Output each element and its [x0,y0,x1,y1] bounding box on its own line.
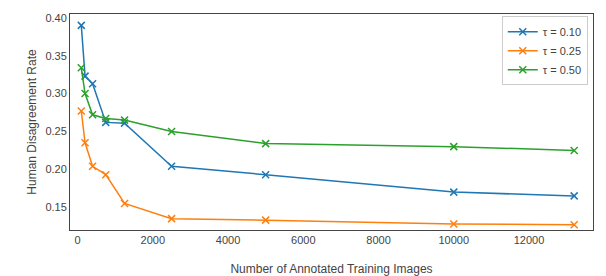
svg-text:0.15: 0.15 [45,201,66,213]
svg-text:4000: 4000 [216,234,240,246]
svg-text:12000: 12000 [514,234,545,246]
svg-text:τ = 0.25: τ = 0.25 [543,45,581,57]
svg-text:6000: 6000 [291,234,315,246]
svg-text:τ = 0.10: τ = 0.10 [543,26,581,38]
svg-text:Number of Annotated Training I: Number of Annotated Training Images [230,262,432,276]
svg-text:0: 0 [74,234,80,246]
svg-text:8000: 8000 [366,234,390,246]
svg-text:0.35: 0.35 [45,50,66,62]
svg-text:10000: 10000 [438,234,469,246]
svg-text:0.25: 0.25 [45,125,66,137]
svg-text:0.40: 0.40 [45,12,66,24]
svg-text:0.30: 0.30 [45,87,66,99]
svg-text:τ = 0.50: τ = 0.50 [543,64,581,76]
svg-text:Human Disagreement Rate: Human Disagreement Rate [25,49,39,195]
svg-text:0.20: 0.20 [45,163,66,175]
svg-text:2000: 2000 [141,234,165,246]
